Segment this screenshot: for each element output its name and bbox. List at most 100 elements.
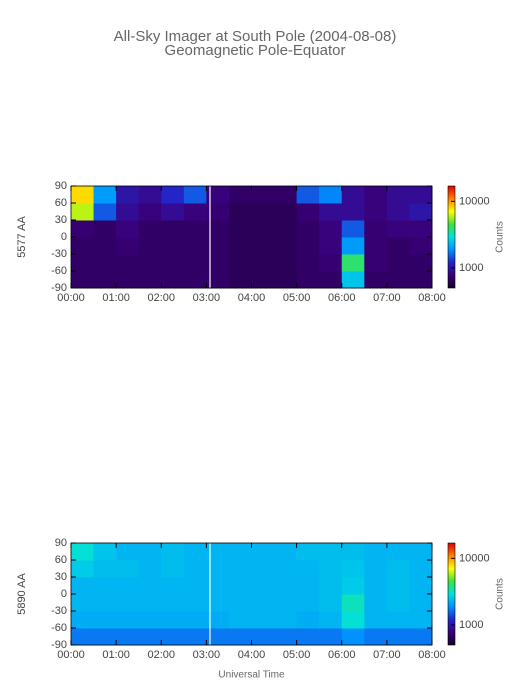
heatmap-cell xyxy=(161,611,185,629)
heatmap-cell xyxy=(251,611,275,629)
heatmap-cell xyxy=(364,594,388,612)
heatmap-cell xyxy=(161,186,185,204)
heatmap-cell xyxy=(183,577,207,595)
colorbar xyxy=(447,185,456,289)
heatmap-cell xyxy=(364,628,388,646)
heatmap-cell xyxy=(296,237,320,255)
heatmap-cell xyxy=(183,237,207,255)
heatmap-cell xyxy=(341,186,365,204)
heatmap-cell xyxy=(296,543,320,561)
heatmap-cell xyxy=(274,254,298,272)
heatmap-cell xyxy=(296,560,320,578)
heatmap-cell xyxy=(116,220,140,238)
x-tick-label: 08:00 xyxy=(418,292,446,304)
heatmap-cell xyxy=(409,186,433,204)
chart-title: All-Sky Imager at South Pole (2004-08-08… xyxy=(114,28,397,45)
heatmap-cell xyxy=(296,271,320,289)
heatmap-cell xyxy=(138,203,162,221)
heatmap-cell xyxy=(93,220,117,238)
heatmap-cell xyxy=(161,237,185,255)
heatmap-cell xyxy=(93,543,117,561)
heatmap-cell xyxy=(228,560,252,578)
heatmap-cell xyxy=(251,543,275,561)
heatmap-cell xyxy=(409,577,433,595)
heatmap-cell xyxy=(116,628,140,646)
heatmap-cell xyxy=(251,220,275,238)
x-axis-label: Universal Time xyxy=(218,670,285,680)
colorbar-label: Counts xyxy=(495,221,506,253)
heatmap-cell xyxy=(274,594,298,612)
heatmap-cell xyxy=(206,543,230,561)
heatmap-cell xyxy=(341,203,365,221)
heatmap-cell xyxy=(364,611,388,629)
y-tick-label: -60 xyxy=(51,265,67,277)
heatmap-cell xyxy=(138,186,162,204)
heatmap-cell xyxy=(364,560,388,578)
heatmap-cell xyxy=(386,237,410,255)
heatmap-cell xyxy=(364,237,388,255)
heatmap-cell xyxy=(206,577,230,595)
heatmap-cell xyxy=(93,628,117,646)
x-tick-label: 00:00 xyxy=(57,292,85,304)
heatmap-cell xyxy=(161,594,185,612)
heatmap-cell xyxy=(138,611,162,629)
y-tick-label: -60 xyxy=(51,622,67,634)
heatmap-cell xyxy=(274,543,298,561)
heatmap-cell xyxy=(341,577,365,595)
heatmap-cell xyxy=(386,203,410,221)
heatmap-cell xyxy=(161,271,185,289)
x-tick-label: 00:00 xyxy=(57,649,85,661)
x-tick-label: 05:00 xyxy=(283,292,311,304)
heatmap-cell xyxy=(409,254,433,272)
heatmap-cell xyxy=(71,560,95,578)
heatmap-cell xyxy=(274,271,298,289)
x-tick-label: 07:00 xyxy=(373,649,401,661)
heatmap-cell xyxy=(116,186,140,204)
heatmap-cell xyxy=(409,543,433,561)
heatmap-cell xyxy=(251,271,275,289)
heatmap-cell xyxy=(161,543,185,561)
heatmap-cell xyxy=(274,186,298,204)
heatmap-cell xyxy=(364,220,388,238)
heatmap-cell xyxy=(364,203,388,221)
heatmap-cell xyxy=(386,254,410,272)
heatmap-cell xyxy=(161,577,185,595)
heatmap-cell xyxy=(116,237,140,255)
heatmap-cell xyxy=(93,594,117,612)
heatmap-cell xyxy=(319,220,343,238)
heatmap-cell xyxy=(71,186,95,204)
heatmap-cell xyxy=(341,594,365,612)
heatmap-cell xyxy=(228,203,252,221)
heatmap-cell xyxy=(206,594,230,612)
heatmap-cell xyxy=(206,271,230,289)
heatmap-cell xyxy=(206,220,230,238)
x-tick-label: 02:00 xyxy=(147,292,175,304)
heatmap-cell xyxy=(319,254,343,272)
heatmap-cell xyxy=(93,611,117,629)
heatmap-cell xyxy=(386,560,410,578)
heatmap-cell xyxy=(364,271,388,289)
heatmap-cell xyxy=(138,628,162,646)
x-tick-label: 04:00 xyxy=(238,292,266,304)
heatmap-cell xyxy=(228,628,252,646)
heatmap-cell xyxy=(274,560,298,578)
colorbar-tick-label: 1000 xyxy=(459,262,483,274)
heatmap-cell xyxy=(116,577,140,595)
heatmap-cell xyxy=(386,186,410,204)
heatmap-cell xyxy=(206,560,230,578)
heatmap-cell xyxy=(93,560,117,578)
heatmap-cell xyxy=(93,203,117,221)
heatmap-cell xyxy=(93,237,117,255)
heatmap-cell xyxy=(409,560,433,578)
heatmap-cell xyxy=(251,594,275,612)
x-tick-label: 03:00 xyxy=(193,292,221,304)
heatmap-cell xyxy=(228,237,252,255)
x-tick-label: 01:00 xyxy=(102,292,130,304)
heatmap-cell xyxy=(116,271,140,289)
x-tick-label: 08:00 xyxy=(418,649,446,661)
heatmap-cell xyxy=(319,186,343,204)
heatmap-cell xyxy=(183,220,207,238)
heatmap-cell xyxy=(364,577,388,595)
heatmap-cell xyxy=(71,577,95,595)
heatmap-cell xyxy=(409,271,433,289)
